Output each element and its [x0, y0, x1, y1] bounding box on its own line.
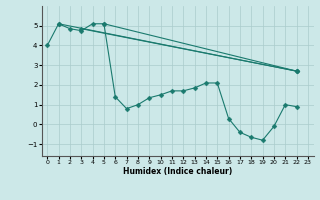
- X-axis label: Humidex (Indice chaleur): Humidex (Indice chaleur): [123, 167, 232, 176]
